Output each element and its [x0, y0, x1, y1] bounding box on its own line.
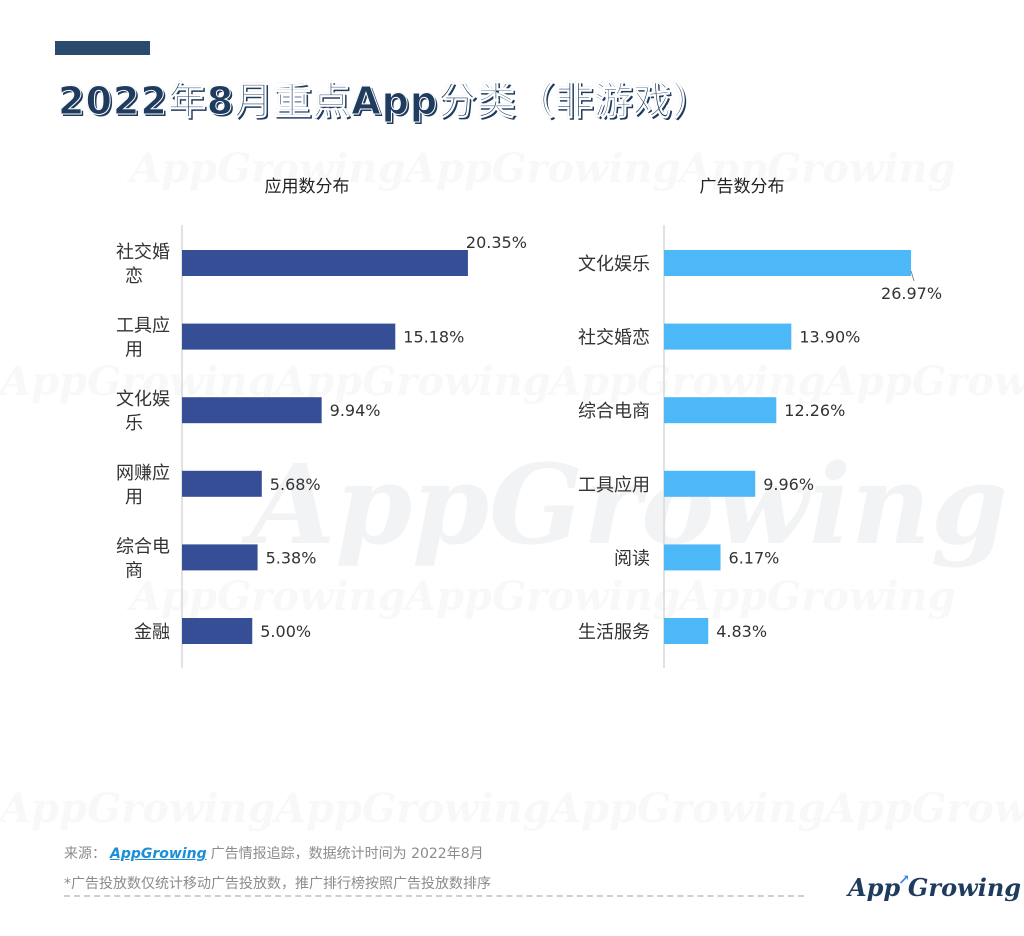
value-label: 12.26% — [784, 401, 845, 420]
chart-title: 应用数分布 — [265, 177, 350, 197]
source-brand-link[interactable]: AppGrowing — [110, 846, 207, 862]
value-label: 4.83% — [716, 622, 767, 641]
value-label: 15.18% — [403, 328, 464, 347]
label-leader-line — [910, 270, 915, 282]
source-suffix: 广告情报追踪，数据统计时间为 2022年8月 — [210, 846, 484, 862]
chart-bar — [182, 618, 253, 644]
chart-bar — [182, 544, 258, 571]
category-label-wrap: 用 — [125, 340, 143, 361]
chart-bar — [664, 323, 792, 350]
category-label: 综合电 — [116, 536, 170, 557]
chart-bar — [664, 250, 912, 276]
chart-bar — [664, 470, 756, 497]
watermark: AppGrowing — [275, 785, 551, 832]
value-label: 6.17% — [729, 548, 780, 567]
chart-bar — [182, 250, 468, 276]
chart-bar — [664, 544, 721, 571]
chart-bar — [664, 618, 709, 644]
value-label: 5.68% — [270, 475, 321, 494]
logo-text-growing: Growing — [907, 873, 1022, 902]
charts-area: 应用数分布社交婚恋20.35%工具应用15.18%文化娱乐9.94%网赚应用5.… — [116, 177, 942, 668]
category-label: 文化娱 — [116, 389, 170, 410]
chart-title: 广告数分布 — [700, 177, 785, 197]
category-label: 工具应用 — [578, 475, 650, 496]
value-label: 9.96% — [763, 475, 814, 494]
watermark: AppGrowing — [0, 785, 276, 832]
category-label: 综合电商 — [578, 401, 650, 422]
category-label-wrap: 用 — [125, 487, 143, 508]
category-label: 生活服务 — [578, 622, 650, 643]
watermark: AppGrowing — [825, 785, 1024, 832]
value-label: 13.90% — [799, 328, 860, 347]
watermark: AppGrowing — [550, 785, 826, 832]
category-label: 工具应 — [116, 316, 170, 337]
value-label: 26.97% — [881, 284, 942, 303]
category-label-wrap: 乐 — [125, 413, 143, 434]
logo-arrow-icon: ↗ — [898, 872, 910, 888]
value-label: 5.00% — [260, 622, 311, 641]
category-label: 文化娱乐 — [578, 254, 650, 275]
source-prefix: 来源： — [64, 846, 106, 862]
category-label-wrap: 恋 — [125, 265, 143, 287]
chart-bar — [182, 470, 262, 497]
chart-bar — [664, 397, 777, 424]
category-label: 网赚应 — [116, 463, 170, 484]
logo-text-app: App — [848, 873, 901, 902]
category-label: 金融 — [134, 622, 170, 643]
category-label-wrap: 商 — [125, 560, 143, 581]
category-label: 社交婚恋 — [578, 327, 650, 349]
chart-bar — [182, 397, 322, 424]
chart-bar — [182, 323, 396, 350]
value-label: 5.38% — [266, 548, 317, 567]
dashed-divider — [64, 895, 804, 897]
category-label: 阅读 — [614, 548, 650, 569]
brand-logo: App↗Growing — [848, 872, 1022, 902]
source-line: 来源： AppGrowing 广告情报追踪，数据统计时间为 2022年8月 — [64, 843, 484, 863]
value-label: 20.35% — [466, 233, 527, 252]
value-label: 9.94% — [330, 401, 381, 420]
accent-bar — [55, 41, 150, 55]
footnote: *广告投放数仅统计移动广告投放数，推广排行榜按照广告投放数排序 — [64, 876, 491, 892]
page-title: 2022年8月重点App分类（非游戏） — [57, 79, 712, 124]
category-label: 社交婚 — [116, 242, 170, 263]
